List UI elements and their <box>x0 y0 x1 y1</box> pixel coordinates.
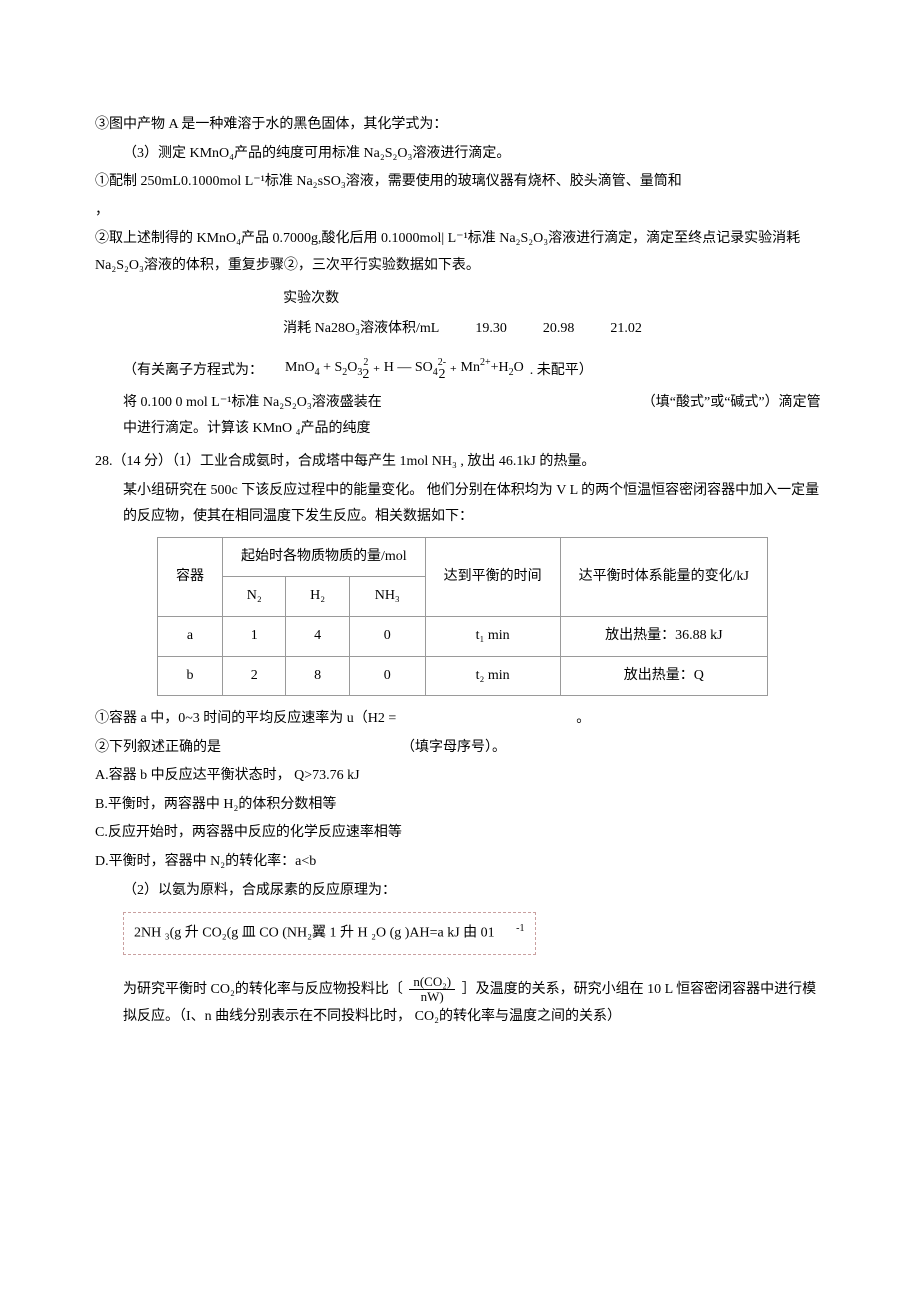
paragraph-3-1: ①配制 250mL0.1000mol L⁻¹标准 Na₂sSO₃溶液，需要使用的… <box>95 169 830 196</box>
option-b: B.平衡时，两容器中 H₂的体积分数相等 <box>95 792 830 819</box>
cell: a <box>157 616 222 656</box>
cell: 2 <box>222 656 285 696</box>
cell: 20.98 <box>525 314 593 345</box>
paragraph-a-description: ③图中产物 A 是一种难溶于水的黑色固体，其化学式为： <box>95 112 830 139</box>
col-initial-amount: 起始时各物质物质的量/mol <box>222 537 425 577</box>
cell: 8 <box>286 656 349 696</box>
cell: b <box>157 656 222 696</box>
cell: 1 <box>222 616 285 656</box>
reaction-data-table: 容器 起始时各物质物质的量/mol 达到平衡的时间 达平衡时体系能量的变化/kJ… <box>157 537 768 696</box>
col-energy-change: 达平衡时体系能量的变化/kJ <box>560 537 767 616</box>
ratio-fraction: n(CO₂) nW) <box>409 975 455 1005</box>
equation-body: MnO4 + S2O322 ₊ H — SO42-2 ₊ Mn2++H2O <box>285 355 524 388</box>
paragraph-3-1-comma: ， <box>95 198 830 225</box>
subcol-n2: N₂ <box>222 577 285 617</box>
cell: 放出热量：36.88 kJ <box>560 616 767 656</box>
cell: t₂ min <box>425 656 560 696</box>
cell: 放出热量：Q <box>560 656 767 696</box>
q28-paragraph-1: 某小组研究在 500c 下该反应过程中的能量变化。 他们分别在体积均为 V L … <box>95 478 830 531</box>
q28-sub2: ②下列叙述正确的是（填字母序号）。 <box>95 735 830 762</box>
table-row: 容器 起始时各物质物质的量/mol 达到平衡的时间 达平衡时体系能量的变化/kJ <box>157 537 767 577</box>
urea-equation-text: 2NH ₃(g 升 CO₂(g 皿 CO (NH₂翼 1 升 H ₂O (g )… <box>134 926 495 941</box>
table-row: 消耗 Na28O₃溶液体积/mL 19.30 20.98 21.02 <box>265 314 660 345</box>
cell: 21.02 <box>592 314 660 345</box>
urea-equation-box: 2NH ₃(g 升 CO₂(g 皿 CO (NH₂翼 1 升 H ₂O (g )… <box>95 906 830 960</box>
urea-equation-sup: -1 <box>516 923 524 934</box>
fraction-denominator: nW) <box>409 990 455 1004</box>
option-a: A.容器 b 中反应达平衡状态时， Q>73.76 kJ <box>95 763 830 790</box>
titration-fill-line: 将 0.100 0 mol L⁻¹标准 Na₂S₂O₃溶液盛装在（填“酸式”或“… <box>95 390 830 443</box>
cell <box>457 284 525 315</box>
equation-prefix: （有关离子方程式为： <box>123 358 263 385</box>
cell: 4 <box>286 616 349 656</box>
cell <box>592 284 660 315</box>
option-c: C.反应开始时，两容器中反应的化学反应速率相等 <box>95 820 830 847</box>
q28-part2-heading: （2）以氨为原料，合成尿素的反应原理为： <box>95 878 830 905</box>
subcol-nh3: NH₃ <box>349 577 425 617</box>
paragraph-3-2: ②取上述制得的 KMnO₄产品 0.7000g,酸化后用 0.1000mol| … <box>95 226 830 279</box>
col-equilibrium-time: 达到平衡的时间 <box>425 537 560 616</box>
paragraph-3-heading: （3）测定 KMnO₄产品的纯度可用标准 Na₂S₂O₃溶液进行滴定。 <box>95 141 830 168</box>
subcol-h2: H₂ <box>286 577 349 617</box>
col-container: 容器 <box>157 537 222 616</box>
cell: 0 <box>349 656 425 696</box>
cell: t₁ min <box>425 616 560 656</box>
experiment-data-table: 实验次数 消耗 Na28O₃溶液体积/mL 19.30 20.98 21.02 <box>265 284 660 345</box>
ionic-equation-line: （有关离子方程式为： MnO4 + S2O322 ₊ H — SO42-2 ₊ … <box>95 355 830 388</box>
q28-heading: 28.（14 分）（1）工业合成氨时，合成塔中每产生 1mol NH₃ , 放出… <box>95 449 830 476</box>
table-row: a 1 4 0 t₁ min 放出热量：36.88 kJ <box>157 616 767 656</box>
fraction-numerator: n(CO₂) <box>409 975 455 990</box>
cell-label: 实验次数 <box>265 284 457 315</box>
table-row: b 2 8 0 t₂ min 放出热量：Q <box>157 656 767 696</box>
cell <box>525 284 593 315</box>
table-row: 实验次数 <box>265 284 660 315</box>
cell: 0 <box>349 616 425 656</box>
cell: 19.30 <box>457 314 525 345</box>
q28-paragraph-3: 为研究平衡时 CO₂的转化率与反应物投料比〔 n(CO₂) nW) ］及温度的关… <box>95 975 830 1031</box>
equation-tail: . 未配平） <box>530 358 593 385</box>
option-d: D.平衡时，容器中 N₂的转化率：a<b <box>95 849 830 876</box>
q28-sub1: ①容器 a 中，0~3 时间的平均反应速率为 u（H2 =。 <box>95 706 830 733</box>
cell-label: 消耗 Na28O₃溶液体积/mL <box>265 314 457 345</box>
